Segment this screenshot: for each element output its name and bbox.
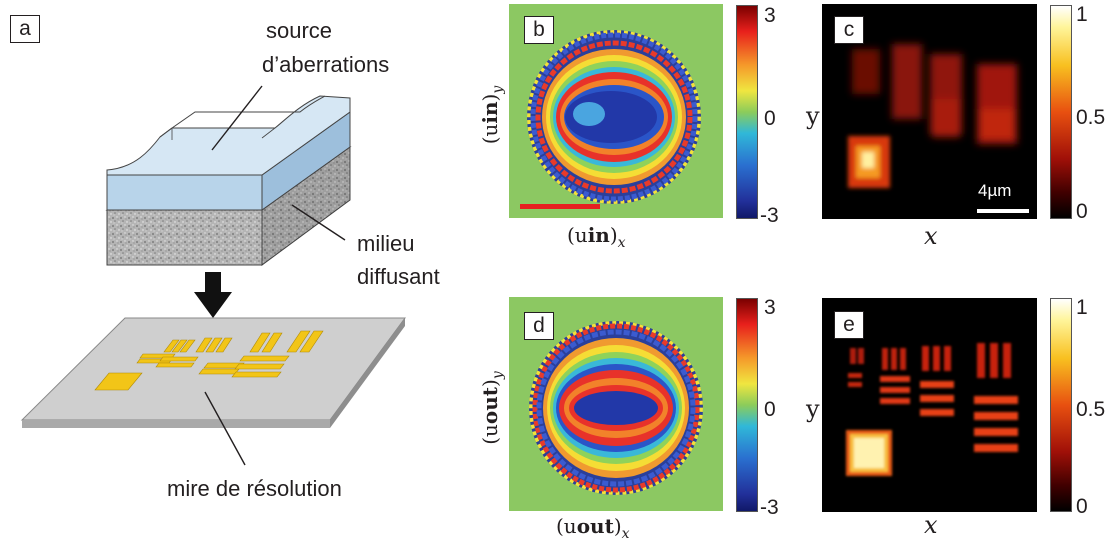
intensity-tick-bottom-2: 0 (1076, 495, 1088, 518)
panel-d-xlabel: (uout)x (556, 514, 630, 542)
phase-tick-top-2: 3 (764, 296, 776, 319)
panel-b-xlabel: (uin)x (567, 223, 626, 251)
aberration-source-line2: d’aberrations (262, 52, 390, 77)
phase-tick-bottom-2: -3 (760, 496, 779, 519)
down-arrow-icon (194, 272, 232, 318)
resolution-target-leader (204, 391, 246, 466)
phase-colorbar-1 (736, 5, 758, 219)
panel-e-label: e (834, 311, 864, 339)
intensity-colorbar-2 (1050, 298, 1072, 512)
scale-bar-c-label: 4µm (978, 181, 1012, 200)
phase-tick-mid-1: 0 (764, 107, 776, 130)
panel-d-label: d (524, 312, 554, 340)
intensity-tick-bottom-1: 0 (1076, 200, 1088, 223)
panel-a-label: a (10, 15, 40, 43)
aberration-source-line1: source (266, 18, 333, 43)
panel-e-xlabel: x (924, 511, 938, 539)
panel-b-label: b (524, 16, 554, 44)
intensity-colorbar-1 (1050, 5, 1072, 219)
panel-e-ylabel: y (806, 395, 820, 423)
phase-tick-top-1: 3 (764, 4, 776, 27)
scale-bar-b (520, 204, 600, 209)
scattering-medium-line1: milieu (357, 231, 415, 256)
intensity-tick-top-1: 1 (1076, 3, 1088, 26)
panel-d-ylabel: (uout)y (478, 371, 506, 445)
intensity-tick-mid-2: 0.5 (1076, 398, 1106, 421)
phase-colorbar-2 (736, 298, 758, 512)
resolution-target-slab (20, 317, 406, 428)
phase-map-output (509, 297, 723, 511)
setup-schematic (20, 85, 406, 466)
scattering-medium-line2: diffusant (357, 264, 440, 289)
phase-map-input (509, 4, 723, 218)
aberration-source-leader (211, 85, 263, 151)
intensity-tick-top-2: 1 (1076, 296, 1088, 319)
panel-c-xlabel: x (924, 222, 938, 250)
scale-bar-c (977, 209, 1029, 213)
panel-c-label: c (834, 16, 864, 44)
phase-tick-bottom-1: -3 (760, 204, 779, 227)
panel-b-ylabel: (uin)y (478, 85, 506, 145)
panel-c-ylabel: y (806, 102, 820, 130)
aberration-source-block (106, 95, 351, 211)
scattering-medium-leader (291, 204, 346, 241)
resolution-target-caption: mire de résolution (167, 476, 342, 501)
phase-tick-mid-2: 0 (764, 398, 776, 421)
intensity-tick-mid-1: 0.5 (1076, 106, 1106, 129)
